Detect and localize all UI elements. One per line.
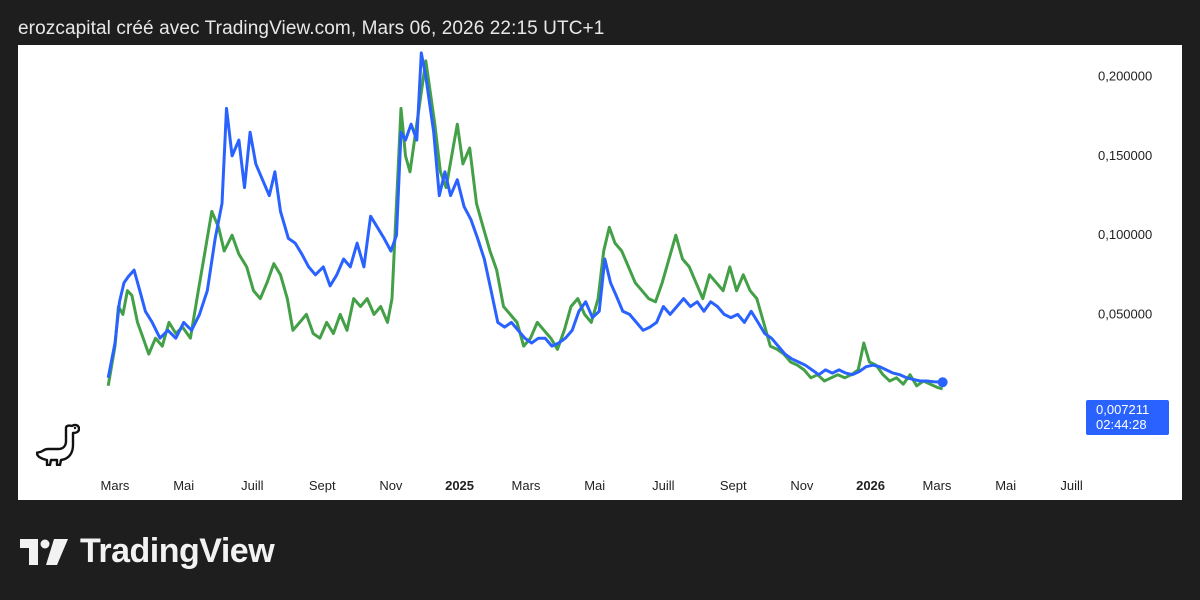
y-tick-label: 0,200000 [1098,69,1152,84]
x-tick-label: Sept [309,478,336,493]
x-tick-label: Mai [173,478,194,493]
x-tick-label: Mars [923,478,952,493]
chart-header: erozcapital créé avec TradingView.com, M… [18,18,605,39]
x-tick-label: Mai [584,478,605,493]
y-tick-label: 0,150000 [1098,148,1152,163]
brand-name: TradingView [80,532,275,570]
x-tick-label: Juill [1060,478,1083,493]
x-tick-label: Juill [241,478,264,493]
last-price-tag: 0,007211 02:44:28 [1086,400,1169,435]
x-tick-label: Mars [512,478,541,493]
bar-countdown: 02:44:28 [1096,417,1147,432]
x-axis: Mars Mai Juill Sept Nov 2025 Mars Mai Juill Sept N… [101,478,1083,493]
tradingview-logo-icon [20,538,68,565]
x-tick-label: 2025 [445,478,474,493]
last-price-dot [937,377,948,388]
chart-panel[interactable]: 0,200000 0,150000 0,100000 0,050000 Mars Mai… [18,45,1182,500]
last-price-value: 0,007211 [1096,402,1150,417]
x-tick-label: Juill [652,478,675,493]
x-tick-label: 2026 [856,478,885,493]
y-axis: 0,200000 0,150000 0,100000 0,050000 [1098,69,1152,322]
x-tick-label: Mai [995,478,1016,493]
dinosaur-icon [36,423,80,466]
x-tick-label: Nov [379,478,403,493]
y-tick-label: 0,050000 [1098,306,1152,321]
tradingview-logo: TradingView [20,532,275,571]
y-tick-label: 0,100000 [1098,227,1152,242]
x-tick-label: Mars [101,478,130,493]
series-layer [106,51,948,391]
series-line-blue [106,51,943,384]
x-tick-label: Nov [790,478,814,493]
x-tick-label: Sept [720,478,747,493]
series-line-green [106,59,944,391]
chart-svg[interactable]: 0,200000 0,150000 0,100000 0,050000 Mars Mai… [18,45,1182,500]
